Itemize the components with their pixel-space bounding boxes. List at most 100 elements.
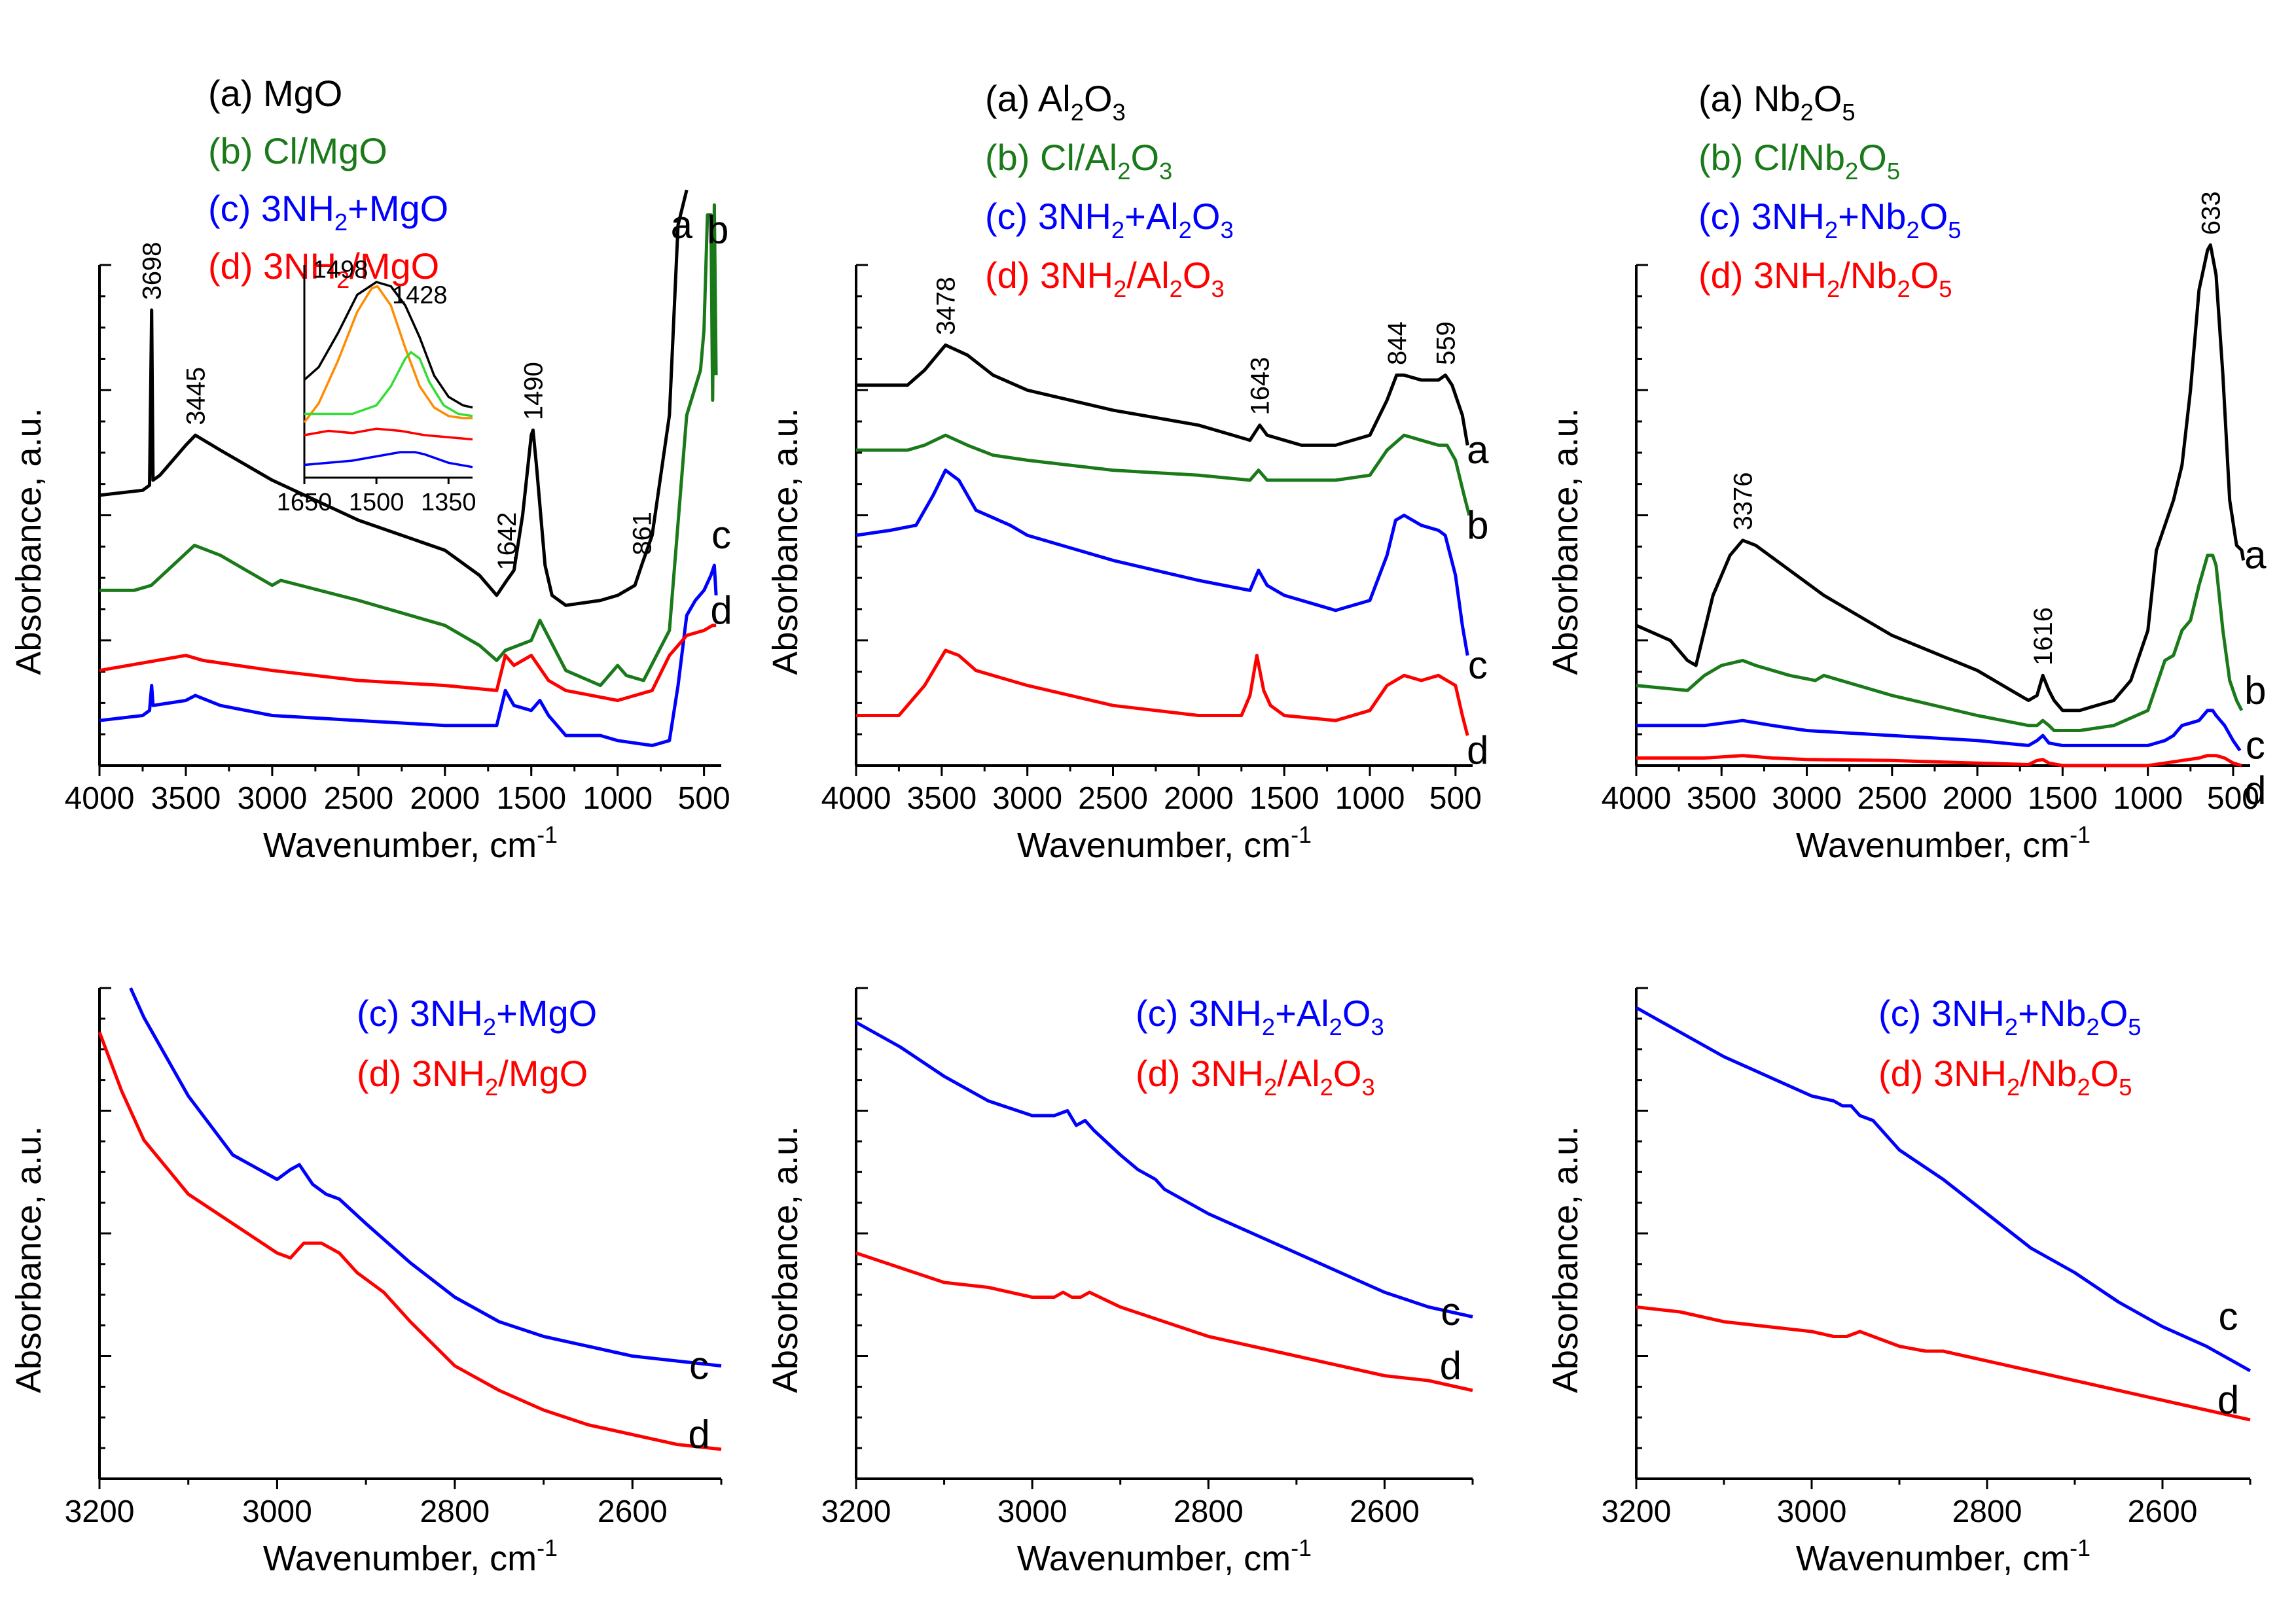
top-middle-legend-text: O (1192, 196, 1221, 237)
inset-orange-line (303, 285, 473, 423)
top-left-legend-text: (d) 3NH (208, 245, 336, 287)
top-left-x-tick-label: 500 (678, 781, 730, 816)
top-right-legend-text: 2 (1825, 217, 1838, 243)
inset-peak-label: 1498 (313, 256, 368, 284)
bottom-right-legend-text: (c) 3NH (1878, 993, 2005, 1034)
top-right-legend-text: O (1910, 255, 1939, 296)
bottom-middle-legend-text: (d) 3NH (1136, 1053, 1264, 1094)
bottom-right-series-d-label: d (2217, 1378, 2239, 1422)
bottom-right-x-axis-title-sup: -1 (2070, 1534, 2090, 1561)
bottom-right-legend-text: 5 (2119, 1074, 2132, 1101)
top-middle-series-c-label: c (1468, 643, 1488, 687)
top-left-series-d-line (99, 624, 717, 702)
top-middle-series-b-line (856, 433, 1471, 516)
top-right-series-d-label: d (2244, 768, 2266, 812)
bottom-right-legend-text: /Nb (2020, 1053, 2077, 1094)
top-middle-legend-text: O (1084, 78, 1113, 119)
top-right-series-c-label: c (2246, 723, 2265, 767)
top-middle-peak-label: 1643 (1246, 357, 1275, 415)
top-middle-series-c-line (855, 468, 1469, 656)
top-right-x-tick-label: 2000 (1943, 781, 2013, 816)
inset-x-tick-label: 1350 (421, 489, 476, 516)
top-right-legend-text: (d) 3NH (1698, 255, 1827, 296)
bottom-middle-legend-text: 2 (1262, 1014, 1275, 1040)
bottom-right-x-tick-label: 3000 (1777, 1494, 1847, 1529)
top-left-series-b-label: b (707, 207, 728, 251)
inset-x-tick-label: 1650 (277, 489, 332, 516)
top-left-legend-entry-d: (d) 3NH2/MgO (208, 245, 439, 293)
bottom-right-y-axis-title: Absorbance, a.u. (1546, 1126, 1585, 1393)
top-right-x-tick-label: 4000 (1602, 781, 1672, 816)
bottom-left-series-d-label: d (688, 1413, 709, 1457)
bottom-middle-legend-entry-c: (c) 3NH2+Al2O3 (1136, 993, 1384, 1040)
bottom-right-x-tick-label: 2800 (1952, 1494, 2022, 1529)
bottom-left-legend-entry-d: (d) 3NH2/MgO (357, 1053, 588, 1101)
top-left-legend-text: /MgO (350, 245, 439, 287)
top-middle-x-tick-label: 4000 (821, 781, 891, 816)
bottom-middle-legend-text: 2 (1329, 1014, 1342, 1040)
top-right-x-tick-label: 1500 (2028, 781, 2098, 816)
top-right-legend-text: 2 (1801, 99, 1814, 126)
top-left-x-axis-title-text: Wavenumber, cm (263, 826, 537, 865)
top-left-peak-label: 1490 (519, 362, 548, 420)
top-left-x-tick-label: 2500 (323, 781, 393, 816)
bottom-left-legend-text: (d) 3NH (357, 1053, 485, 1094)
bottom-left-legend-entry-c: (c) 3NH2+MgO (357, 993, 597, 1040)
top-middle-x-tick-label: 2500 (1078, 781, 1148, 816)
top-right-legend-entry-d: (d) 3NH2/Nb2O5 (1698, 255, 1952, 302)
bottom-left-x-axis-title-text: Wavenumber, cm (263, 1539, 537, 1578)
top-right-series-a-label: a (2244, 533, 2267, 577)
top-right-legend-text: +Nb (1838, 196, 1906, 237)
top-left-y-axis-title: Absorbance, a.u. (9, 408, 48, 675)
bottom-left-series-d-line (98, 1031, 722, 1451)
top-right-series-c-line (1636, 709, 2242, 752)
bottom-left-x-tick-label: 3000 (242, 1494, 312, 1529)
bottom-left-y-axis-title: Absorbance, a.u. (9, 1126, 48, 1393)
top-left-peak-label: 861 (628, 512, 656, 556)
bottom-right-legend-text: 2 (2007, 1074, 2020, 1101)
top-left-peak-label: 3698 (138, 242, 167, 300)
top-left-series-c-label: c (711, 513, 731, 557)
bottom-middle-x-axis-title-sup: -1 (1291, 1534, 1312, 1561)
top-right-legend-text: 5 (1939, 275, 1952, 302)
top-middle-x-tick-label: 2000 (1164, 781, 1234, 816)
bottom-middle-legend-entry-d: (d) 3NH2/Al2O3 (1136, 1053, 1375, 1101)
top-right-y-axis-title: Absorbance, a.u. (1546, 408, 1585, 675)
top-right-x-axis-title: Wavenumber, cm-1 (1796, 821, 2090, 865)
top-middle-legend-text: 3 (1211, 275, 1224, 302)
bottom-right-legend-entry-c: (c) 3NH2+Nb2O5 (1878, 993, 2142, 1040)
bottom-left-x-tick-label: 3200 (65, 1494, 135, 1529)
top-middle-legend-text: 3 (1159, 158, 1172, 185)
bottom-middle-series-d-line (855, 1251, 1473, 1392)
bottom-middle-legend-text: (c) 3NH (1136, 993, 1262, 1034)
top-right-legend-text: 2 (1897, 275, 1910, 302)
bottom-middle-x-tick-label: 3200 (821, 1494, 891, 1529)
top-left-legend-text: (b) Cl/MgO (208, 130, 387, 171)
top-right-series-b-line (1636, 554, 2244, 732)
top-right-legend-text: 5 (1887, 158, 1900, 185)
top-right-x-tick-label: 2500 (1857, 781, 1927, 816)
top-left-legend-entry-b: (b) Cl/MgO (208, 130, 387, 171)
top-left-legend-text: +MgO (348, 188, 448, 229)
top-middle-series-a-line (856, 343, 1469, 447)
bottom-right-x-axis-title: Wavenumber, cm-1 (1796, 1534, 2090, 1578)
bottom-right-legend-text: 2 (2005, 1014, 2018, 1040)
inset-red-line (304, 427, 473, 441)
bottom-right-legend-entry-d: (d) 3NH2/Nb2O5 (1878, 1053, 2132, 1101)
top-left-x-tick-label: 3000 (237, 781, 307, 816)
top-middle-legend-text: +Al (1124, 196, 1179, 237)
top-middle-peak-label: 844 (1383, 321, 1412, 365)
top-middle-legend-text: 2 (1111, 217, 1124, 243)
top-left-x-axis-title: Wavenumber, cm-1 (263, 821, 558, 865)
top-right-legend-text: 5 (1948, 217, 1961, 243)
top-middle-series-d-label: d (1467, 728, 1488, 772)
bottom-middle-legend-text: O (1342, 993, 1371, 1034)
top-left-legend-text: 2 (334, 209, 348, 236)
bottom-left-legend-text: (c) 3NH (357, 993, 483, 1034)
inset-a-line (303, 281, 473, 409)
top-middle-x-tick-label: 3500 (906, 781, 977, 816)
top-middle-x-tick-label: 3000 (992, 781, 1062, 816)
top-middle-legend-text: 2 (1117, 158, 1130, 185)
bottom-middle-legend-text: +Al (1275, 993, 1329, 1034)
top-left-series-d-label: d (710, 588, 732, 632)
